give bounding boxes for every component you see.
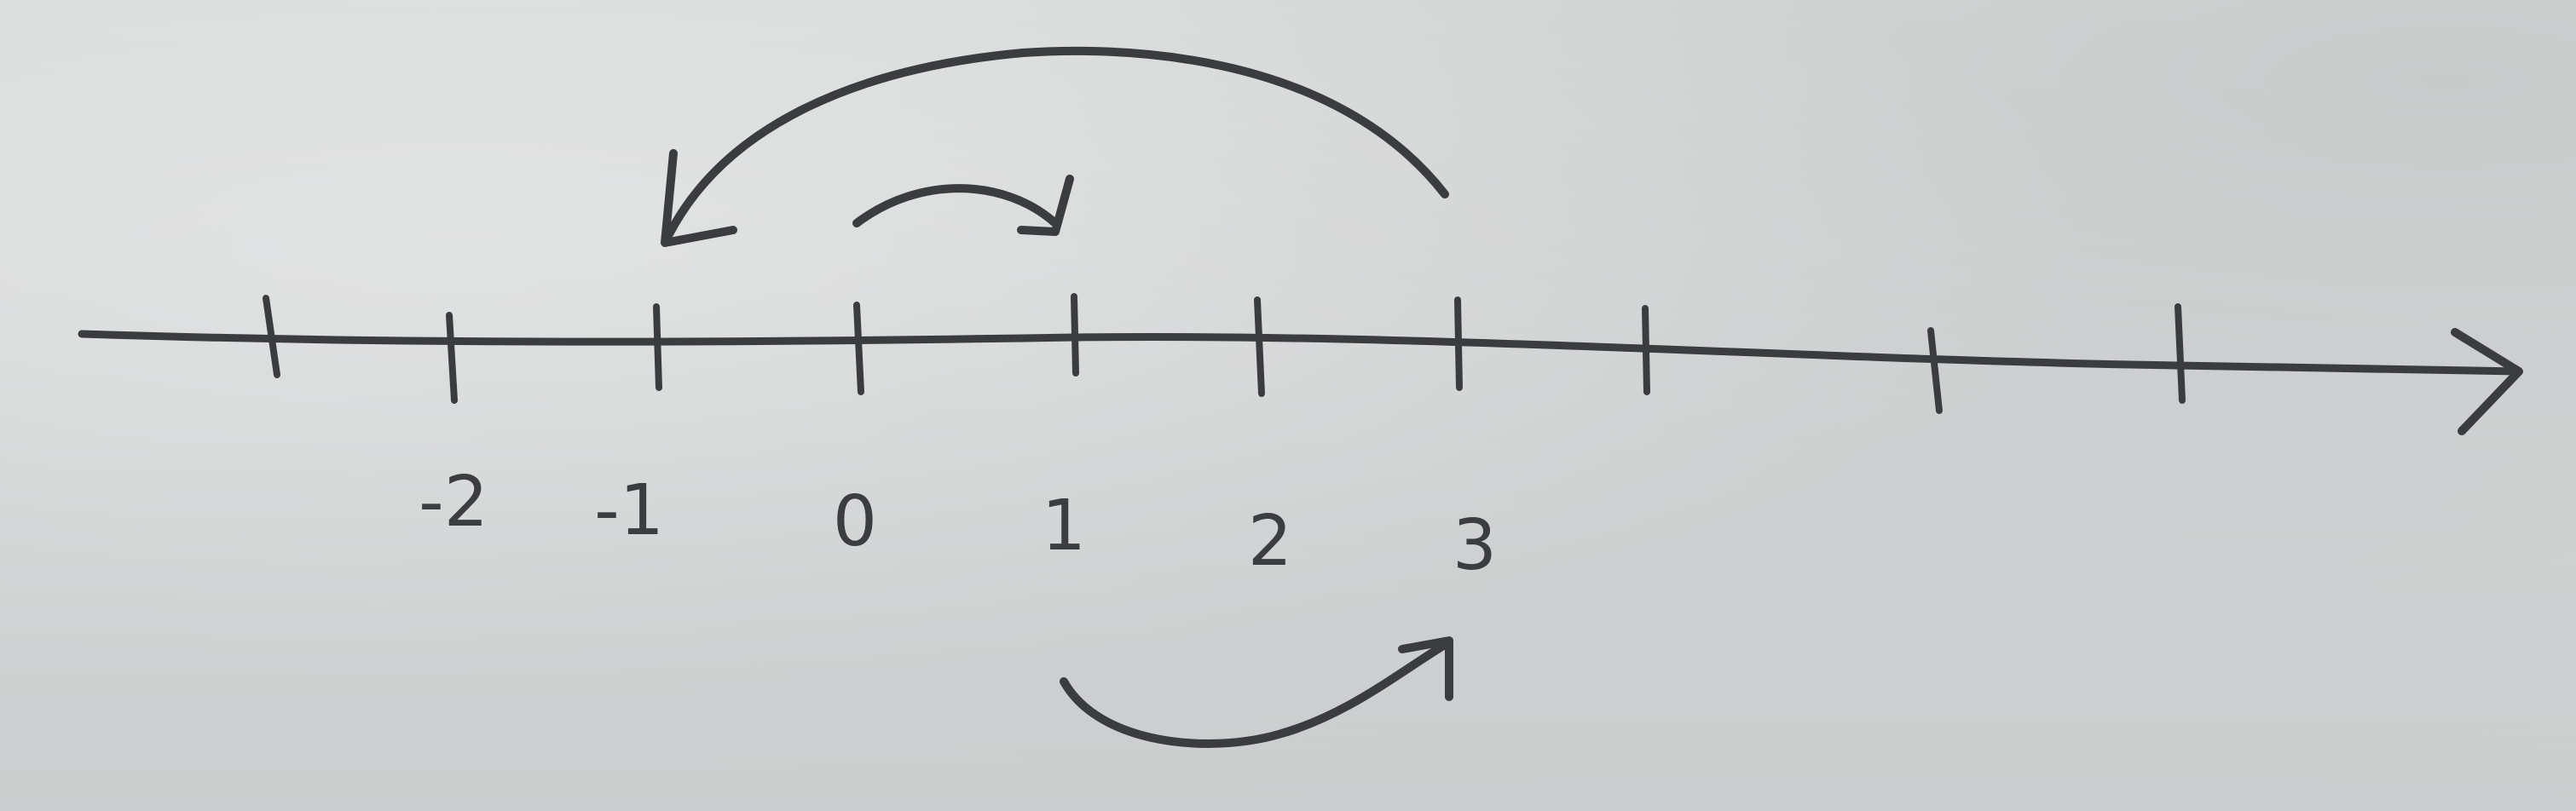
tick-label: 2: [1248, 501, 1292, 582]
tick-mark: [853, 302, 864, 395]
tick-labels: -2 -1 0 1 2 3: [419, 462, 1497, 586]
tick-label: 3: [1453, 505, 1497, 586]
tick-mark: [1254, 296, 1265, 397]
axis-arrow-head: [2451, 328, 2523, 435]
tick-mark: [653, 303, 662, 391]
tick-mark: [1454, 296, 1463, 391]
tick-label: -1: [594, 470, 664, 551]
jump-arrow: [661, 46, 1449, 247]
number-line-axis: [78, 330, 2523, 376]
tick-mark: [1642, 305, 1650, 395]
tick-marks: [263, 293, 2186, 414]
tick-label: 0: [833, 481, 877, 562]
tick-mark: [2175, 303, 2186, 404]
jump-arrow: [852, 175, 1074, 236]
tick-label: -2: [419, 462, 488, 543]
tick-label: 1: [1042, 486, 1086, 567]
tick-mark: [1071, 293, 1079, 377]
tick-mark: [446, 312, 458, 404]
tick-mark: [263, 295, 280, 378]
jump-arrow: [1060, 636, 1453, 748]
tick-mark: [1927, 327, 1943, 414]
